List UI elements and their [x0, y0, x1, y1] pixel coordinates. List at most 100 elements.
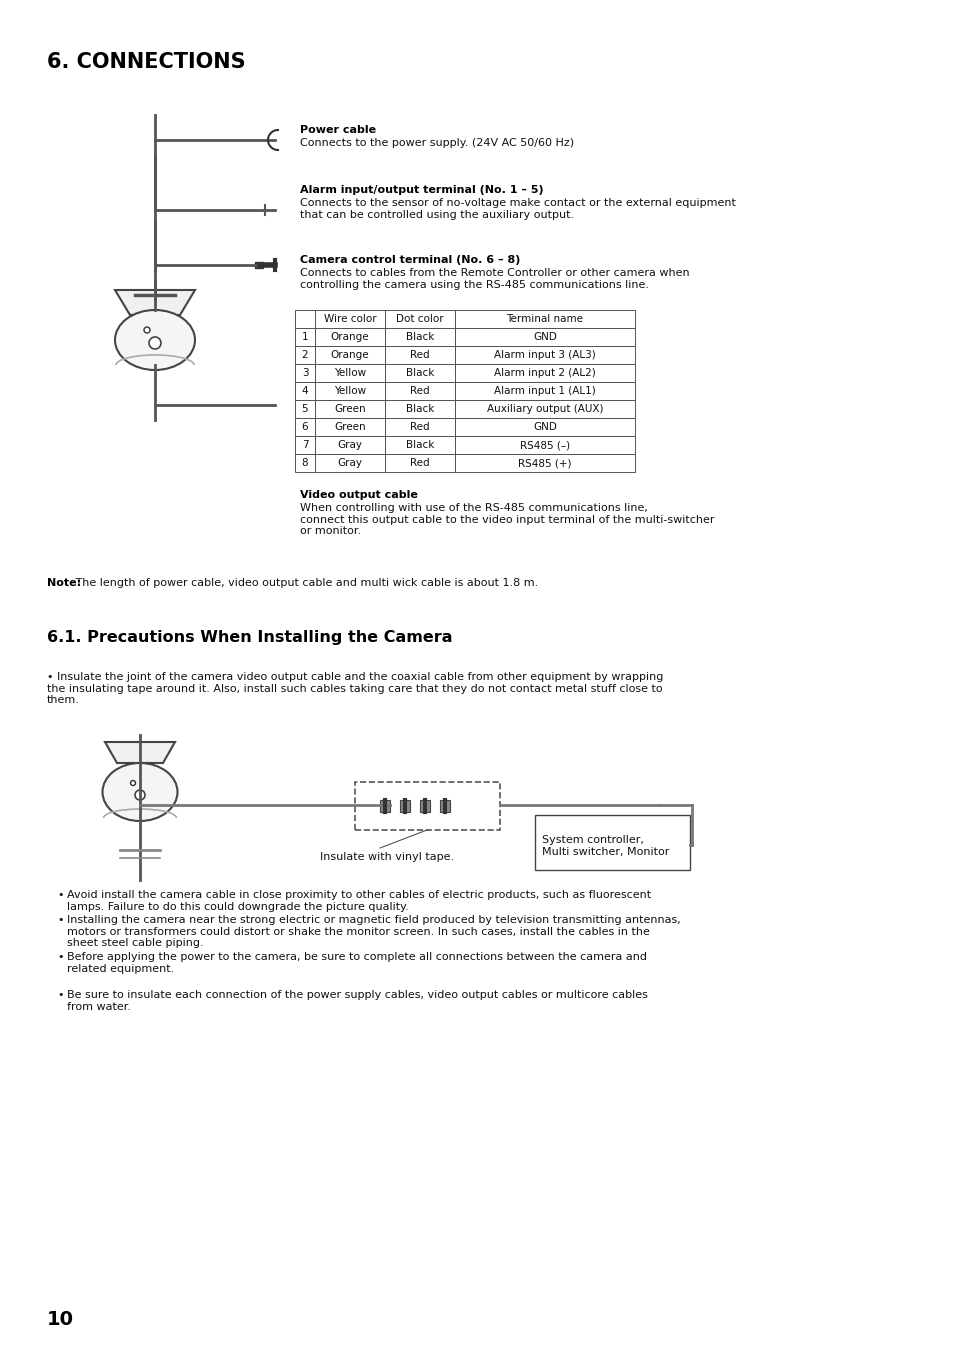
Text: Alarm input 3 (AL3): Alarm input 3 (AL3) — [494, 350, 596, 359]
Polygon shape — [105, 742, 174, 763]
Text: Connects to the power supply. (24V AC 50/60 Hz): Connects to the power supply. (24V AC 50… — [299, 138, 574, 149]
Bar — [385, 400, 455, 417]
Bar — [314, 363, 385, 382]
Text: Connects to cables from the Remote Controller or other camera when
controlling t: Connects to cables from the Remote Contr… — [299, 267, 689, 289]
Text: 5: 5 — [301, 404, 308, 413]
Text: Power cable: Power cable — [299, 126, 375, 135]
Text: Orange: Orange — [331, 332, 369, 342]
Text: 6. CONNECTIONS: 6. CONNECTIONS — [47, 51, 245, 72]
Bar — [419, 800, 430, 812]
Bar — [294, 417, 314, 436]
Text: Alarm input/output terminal (No. 1 – 5): Alarm input/output terminal (No. 1 – 5) — [299, 185, 543, 195]
Bar — [455, 400, 635, 417]
Text: 7: 7 — [301, 440, 308, 450]
Bar — [385, 363, 455, 382]
Text: Black: Black — [405, 404, 434, 413]
Circle shape — [149, 336, 161, 349]
Text: The length of power cable, video output cable and multi wick cable is about 1.8 : The length of power cable, video output … — [71, 578, 537, 588]
Text: Alarm input 1 (AL1): Alarm input 1 (AL1) — [494, 386, 596, 396]
Bar — [314, 382, 385, 400]
Text: 6.1. Precautions When Installing the Camera: 6.1. Precautions When Installing the Cam… — [47, 630, 452, 644]
Text: Avoid install the camera cable in close proximity to other cables of electric pr: Avoid install the camera cable in close … — [67, 890, 651, 912]
Bar — [455, 328, 635, 346]
Text: 4: 4 — [301, 386, 308, 396]
Bar — [355, 782, 499, 830]
Bar — [455, 363, 635, 382]
Text: Dot color: Dot color — [395, 313, 443, 324]
Text: GND: GND — [533, 332, 557, 342]
Text: Red: Red — [410, 386, 430, 396]
Bar — [294, 346, 314, 363]
Text: 2: 2 — [301, 350, 308, 359]
Text: Installing the camera near the strong electric or magnetic field produced by tel: Installing the camera near the strong el… — [67, 915, 680, 948]
Text: Gray: Gray — [337, 440, 362, 450]
Bar — [314, 328, 385, 346]
Text: 3: 3 — [301, 367, 308, 378]
Text: 10: 10 — [47, 1310, 74, 1329]
Bar — [455, 417, 635, 436]
Bar — [294, 309, 314, 328]
Bar — [294, 400, 314, 417]
Text: •: • — [57, 890, 64, 900]
Text: Wire color: Wire color — [323, 313, 375, 324]
Text: Auxiliary output (AUX): Auxiliary output (AUX) — [486, 404, 602, 413]
Bar — [314, 454, 385, 471]
Ellipse shape — [102, 763, 177, 821]
Circle shape — [135, 790, 145, 800]
Text: GND: GND — [533, 422, 557, 432]
Text: Camera control terminal (No. 6 – 8): Camera control terminal (No. 6 – 8) — [299, 255, 519, 265]
Text: Note:: Note: — [47, 578, 81, 588]
Bar — [455, 436, 635, 454]
Bar — [294, 436, 314, 454]
Text: Black: Black — [405, 332, 434, 342]
Bar — [294, 363, 314, 382]
Text: •: • — [57, 915, 64, 925]
Bar — [455, 382, 635, 400]
Bar — [385, 417, 455, 436]
Bar — [399, 800, 410, 812]
Circle shape — [144, 327, 150, 332]
Text: Red: Red — [410, 350, 430, 359]
Bar — [294, 382, 314, 400]
Text: Alarm input 2 (AL2): Alarm input 2 (AL2) — [494, 367, 596, 378]
Text: Terminal name: Terminal name — [506, 313, 583, 324]
Text: Red: Red — [410, 422, 430, 432]
Text: Green: Green — [334, 404, 365, 413]
Bar — [385, 328, 455, 346]
Text: Green: Green — [334, 422, 365, 432]
Text: RS485 (–): RS485 (–) — [519, 440, 570, 450]
Bar — [294, 454, 314, 471]
Text: Black: Black — [405, 367, 434, 378]
Text: Yellow: Yellow — [334, 367, 366, 378]
Bar — [314, 346, 385, 363]
Text: Before applying the power to the camera, be sure to complete all connections bet: Before applying the power to the camera,… — [67, 952, 646, 974]
Text: Gray: Gray — [337, 458, 362, 467]
Bar — [314, 417, 385, 436]
Bar — [439, 800, 450, 812]
Text: •: • — [57, 990, 64, 1000]
Text: 8: 8 — [301, 458, 308, 467]
Bar — [314, 400, 385, 417]
Bar — [385, 346, 455, 363]
Text: Red: Red — [410, 458, 430, 467]
Bar — [455, 346, 635, 363]
Bar — [455, 309, 635, 328]
Bar — [385, 382, 455, 400]
Bar — [455, 454, 635, 471]
Text: •: • — [57, 952, 64, 962]
Text: Yellow: Yellow — [334, 386, 366, 396]
Text: 1: 1 — [301, 332, 308, 342]
Bar — [385, 436, 455, 454]
Bar — [294, 328, 314, 346]
Bar — [535, 815, 689, 870]
Text: Be sure to insulate each connection of the power supply cables, video output cab: Be sure to insulate each connection of t… — [67, 990, 647, 1012]
Ellipse shape — [115, 309, 194, 370]
Text: Orange: Orange — [331, 350, 369, 359]
Text: Black: Black — [405, 440, 434, 450]
Text: Connects to the sensor of no-voltage make contact or the external equipment
that: Connects to the sensor of no-voltage mak… — [299, 199, 735, 220]
Text: Insulate with vinyl tape.: Insulate with vinyl tape. — [319, 852, 454, 862]
Polygon shape — [115, 290, 194, 315]
Bar — [385, 309, 455, 328]
Bar — [314, 309, 385, 328]
Text: System controller,
Multi switcher, Monitor: System controller, Multi switcher, Monit… — [541, 835, 669, 857]
